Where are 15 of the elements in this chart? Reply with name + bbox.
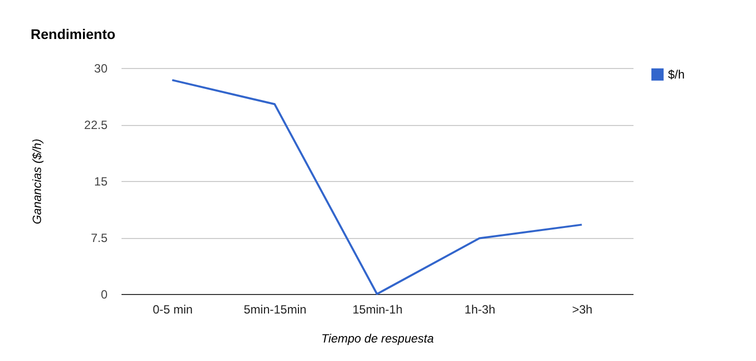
legend-label: $/h <box>668 68 685 82</box>
x-tick-label: 5min-15min <box>244 302 306 316</box>
y-axis-title: Ganancias ($/h) <box>30 138 44 224</box>
x-tick-label: 1h-3h <box>464 302 496 316</box>
x-tick-label: 15min-1h <box>352 302 403 316</box>
x-tick-label: 0-5 min <box>152 302 193 316</box>
y-tick-label: 15 <box>94 174 108 188</box>
line-series <box>171 79 583 295</box>
x-tick-label: >3h <box>572 302 592 316</box>
y-tick-label: 30 <box>94 62 108 76</box>
chart-title: Rendimiento <box>30 26 116 42</box>
y-tick-label: 0 <box>100 288 108 302</box>
x-axis-title: Tiempo de respuesta <box>321 332 434 346</box>
y-tick-label: 22.5 <box>84 118 108 132</box>
y-tick-label: 7.5 <box>90 231 108 245</box>
